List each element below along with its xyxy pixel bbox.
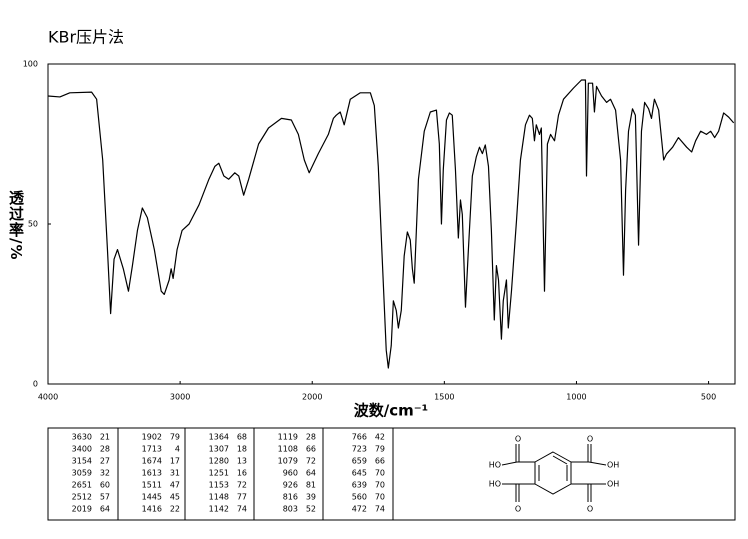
peak-transmittance: 28	[100, 445, 110, 454]
peak-wavenumber: 2651	[72, 481, 92, 490]
x-tick-label: 2000	[302, 393, 322, 402]
peak-wavenumber: 1251	[209, 469, 229, 478]
x-tick-label: 4000	[38, 393, 58, 402]
table-frame	[47, 427, 736, 521]
peak-transmittance: 17	[170, 457, 180, 466]
peak-transmittance: 13	[237, 457, 247, 466]
peak-wavenumber: 1108	[278, 445, 298, 454]
atom-label: HO	[489, 480, 501, 489]
peak-wavenumber: 560	[352, 493, 367, 502]
peak-transmittance: 74	[375, 505, 385, 514]
peak-wavenumber: 1416	[142, 505, 162, 514]
peak-transmittance: 70	[375, 481, 385, 490]
peak-wavenumber: 1364	[209, 433, 229, 442]
peak-wavenumber: 723	[352, 445, 367, 454]
peak-wavenumber: 645	[352, 469, 367, 478]
peak-transmittance: 72	[237, 481, 247, 490]
peak-transmittance: 18	[237, 445, 247, 454]
peak-transmittance: 47	[170, 481, 180, 490]
y-axis-label: 透过率/%	[7, 190, 25, 261]
y-tick-label: 0	[33, 380, 38, 389]
peak-wavenumber: 1153	[209, 481, 229, 490]
peak-transmittance: 4	[175, 445, 180, 454]
atom-label: O	[587, 435, 593, 444]
peak-transmittance: 81	[306, 481, 316, 490]
peak-transmittance: 70	[375, 469, 385, 478]
peak-wavenumber: 1148	[209, 493, 229, 502]
peak-transmittance: 79	[170, 433, 180, 442]
peak-wavenumber: 960	[283, 469, 298, 478]
peak-transmittance: 68	[237, 433, 247, 442]
peak-transmittance: 16	[237, 469, 247, 478]
structure-labels: O O HO OH HO OH O O	[489, 435, 620, 514]
peak-transmittance: 42	[375, 433, 385, 442]
x-tick-label: 1500	[434, 393, 454, 402]
atom-label: HO	[489, 461, 501, 470]
peak-wavenumber: 926	[283, 481, 298, 490]
peak-transmittance: 74	[237, 505, 247, 514]
peak-wavenumber: 1119	[278, 433, 298, 442]
peak-wavenumber: 766	[352, 433, 367, 442]
peak-transmittance: 22	[170, 505, 180, 514]
peak-wavenumber: 3154	[72, 457, 92, 466]
peak-transmittance: 64	[100, 505, 110, 514]
peak-wavenumber: 1674	[142, 457, 162, 466]
peak-transmittance: 66	[306, 445, 316, 454]
peak-transmittance: 27	[100, 457, 110, 466]
peak-transmittance: 66	[375, 457, 385, 466]
peak-transmittance: 31	[170, 469, 180, 478]
peak-wavenumber: 2512	[72, 493, 92, 502]
atom-label: O	[515, 505, 521, 514]
peak-wavenumber: 1613	[142, 469, 162, 478]
structure-bonds	[501, 444, 607, 502]
x-tick-label: 1000	[566, 393, 586, 402]
peak-wavenumber: 3400	[72, 445, 92, 454]
peak-transmittance: 21	[100, 433, 110, 442]
peak-transmittance: 79	[375, 445, 385, 454]
peak-wavenumber: 803	[283, 505, 298, 514]
atom-label: OH	[607, 461, 619, 470]
peak-transmittance: 28	[306, 433, 316, 442]
peak-wavenumber: 1713	[142, 445, 162, 454]
atom-label: O	[587, 505, 593, 514]
peak-transmittance: 45	[170, 493, 180, 502]
peak-transmittance: 57	[100, 493, 110, 502]
peak-wavenumber: 1280	[209, 457, 229, 466]
peak-wavenumber: 1079	[278, 457, 298, 466]
atom-label: OH	[607, 480, 619, 489]
atom-label: O	[515, 435, 521, 444]
x-tick-label: 3000	[170, 393, 190, 402]
peak-wavenumber: 1307	[209, 445, 229, 454]
peak-wavenumber: 2019	[72, 505, 92, 514]
x-tick-label: 500	[701, 393, 716, 402]
peak-transmittance: 64	[306, 469, 316, 478]
peak-wavenumber: 639	[352, 481, 367, 490]
spectrum-line	[47, 79, 735, 369]
peak-transmittance: 32	[100, 469, 110, 478]
peak-transmittance: 77	[237, 493, 247, 502]
peak-wavenumber: 1511	[142, 481, 162, 490]
peak-transmittance: 60	[100, 481, 110, 490]
peak-wavenumber: 1142	[209, 505, 229, 514]
peak-wavenumber: 1902	[142, 433, 162, 442]
y-tick-label: 100	[23, 60, 38, 69]
y-tick-label: 50	[28, 220, 38, 229]
chart-title: KBr压片法	[48, 28, 124, 47]
x-axis-label: 波数/cm⁻¹	[354, 402, 429, 420]
peak-wavenumber: 472	[352, 505, 367, 514]
peak-wavenumber: 3630	[72, 433, 92, 442]
peak-transmittance: 52	[306, 505, 316, 514]
peak-transmittance: 39	[306, 493, 316, 502]
peak-wavenumber: 659	[352, 457, 367, 466]
peak-transmittance: 70	[375, 493, 385, 502]
peak-wavenumber: 3059	[72, 469, 92, 478]
peak-wavenumber: 816	[283, 493, 298, 502]
peak-transmittance: 72	[306, 457, 316, 466]
peak-wavenumber: 1445	[142, 493, 162, 502]
